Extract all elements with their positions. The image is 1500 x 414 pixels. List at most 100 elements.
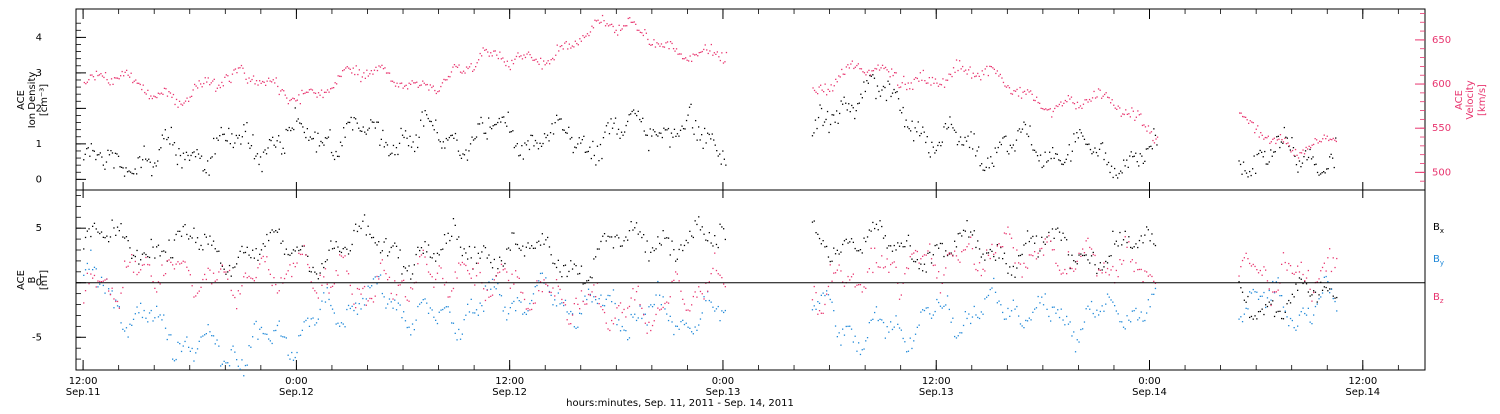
velocity-point (449, 76, 451, 78)
velocity-point (246, 82, 249, 84)
density-point (175, 154, 177, 156)
velocity-point (1110, 102, 1112, 104)
by-point (312, 317, 314, 319)
density-point (639, 118, 641, 121)
bx-point (1051, 228, 1054, 230)
bx-point (1265, 304, 1267, 306)
by-point (166, 338, 168, 341)
bx-point (289, 254, 291, 256)
bz-point (499, 271, 501, 273)
bottom-panel-points (83, 214, 1338, 377)
by-point (866, 337, 869, 339)
bx-point (1275, 311, 1277, 313)
density-point (196, 149, 198, 151)
bz-point (1000, 246, 1002, 248)
bx-point (826, 245, 828, 248)
density-point (1258, 152, 1260, 155)
bz-point (1240, 266, 1242, 268)
density-point (494, 124, 496, 126)
bx-point (1117, 245, 1119, 247)
bx-point (698, 216, 700, 218)
by-point (531, 299, 533, 302)
by-point (1009, 315, 1011, 317)
bx-point (1080, 253, 1082, 255)
by-point (1108, 296, 1110, 298)
velocity-point (317, 92, 320, 94)
velocity-point (635, 23, 637, 25)
velocity-point (1081, 107, 1083, 109)
velocity-point (487, 51, 489, 53)
bz-point (507, 279, 510, 282)
bz-point (223, 271, 225, 273)
bz-point (555, 279, 558, 281)
velocity-point (1104, 93, 1106, 96)
by-point (223, 360, 225, 362)
velocity-point (1072, 102, 1074, 104)
by-point (497, 282, 499, 285)
velocity-point (829, 90, 831, 92)
velocity-point (821, 89, 823, 91)
bx-point (523, 255, 526, 257)
velocity-point (189, 96, 191, 98)
density-point (1262, 156, 1264, 158)
velocity-point (216, 87, 218, 89)
by-point (1320, 296, 1322, 298)
x-axis-title: hours:minutes, Sep. 11, 2011 - Sep. 14, … (566, 398, 794, 409)
density-point (530, 134, 532, 136)
by-point (436, 322, 439, 325)
bz-point (827, 285, 830, 288)
by-point (1128, 319, 1130, 321)
bx-point (1256, 318, 1258, 320)
velocity-point (913, 78, 915, 80)
density-point (426, 114, 428, 116)
density-point (145, 158, 147, 160)
velocity-point (521, 58, 524, 60)
by-point (323, 292, 325, 294)
density-point (624, 131, 626, 133)
bx-point (388, 251, 391, 253)
density-point (339, 141, 342, 143)
bz-point (1032, 255, 1034, 257)
bx-point (1041, 236, 1043, 238)
bz-point (124, 260, 126, 262)
by-point (319, 308, 321, 311)
density-point (193, 151, 195, 153)
bx-point (945, 250, 947, 252)
bz-point (141, 264, 144, 266)
bz-point (511, 273, 513, 275)
by-point (1089, 308, 1091, 310)
velocity-point (1329, 138, 1331, 140)
velocity-point (901, 82, 903, 84)
by-point (993, 277, 995, 280)
velocity-point (394, 85, 397, 87)
density-point (961, 144, 963, 146)
density-point (296, 120, 298, 122)
velocity-point (884, 66, 887, 69)
bx-point (1098, 268, 1100, 270)
by-point (86, 262, 88, 265)
velocity-point (1046, 109, 1048, 111)
bz-point (563, 302, 565, 304)
velocity-point (1300, 152, 1303, 154)
velocity-point (85, 83, 87, 85)
density-point (985, 166, 987, 168)
bz-point (1012, 247, 1014, 249)
by-point (170, 334, 172, 336)
density-point (937, 144, 939, 147)
bz-point (829, 264, 831, 266)
bz-point (980, 274, 982, 277)
velocity-point (181, 104, 184, 106)
density-point (510, 131, 512, 133)
bz-point (257, 267, 259, 269)
bx-point (1272, 300, 1274, 302)
density-point (660, 132, 662, 134)
density-point (822, 124, 824, 127)
velocity-point (494, 50, 496, 52)
density-point (155, 165, 157, 167)
bz-point (347, 273, 350, 275)
by-point (294, 356, 296, 359)
velocity-point (281, 89, 283, 91)
by-point (138, 312, 140, 314)
density-point (817, 116, 820, 119)
bx-point (1250, 315, 1253, 318)
